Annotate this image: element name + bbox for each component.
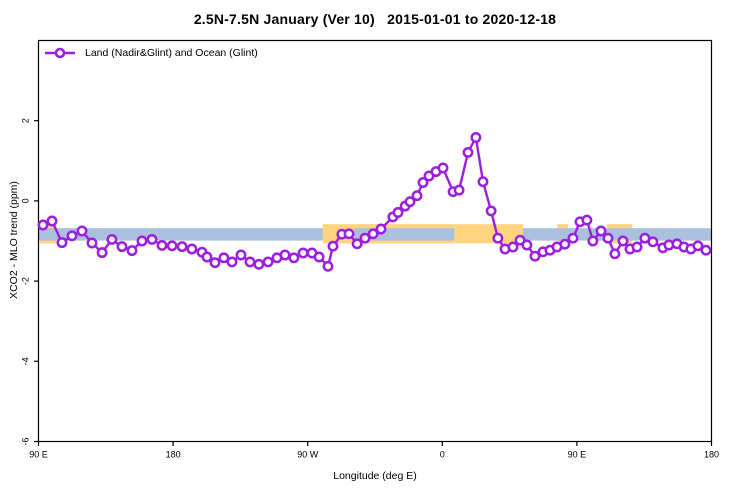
- data-point: [521, 239, 533, 251]
- data-point: [647, 236, 659, 248]
- data-point: [209, 257, 221, 269]
- data-point: [262, 256, 274, 268]
- x-tick-label: 90 E: [29, 450, 48, 460]
- data-point: [602, 232, 614, 244]
- data-point: [567, 232, 579, 244]
- data-point: [176, 241, 188, 253]
- data-point: [617, 235, 629, 247]
- data-point: [86, 237, 98, 249]
- x-tick-label: 180: [166, 450, 181, 460]
- data-point: [411, 190, 423, 202]
- data-point: [492, 232, 504, 244]
- data-point: [322, 260, 334, 272]
- data-point: [66, 230, 78, 242]
- data-point: [253, 258, 265, 270]
- data-point: [595, 225, 607, 237]
- data-point: [235, 249, 247, 261]
- data-point: [351, 238, 363, 250]
- data-point: [201, 251, 213, 263]
- legend-label: Land (Nadir&Glint) and Ocean (Glint): [85, 47, 258, 59]
- x-tick-label: 180: [704, 450, 719, 460]
- data-point: [343, 228, 355, 240]
- data-point: [166, 240, 178, 252]
- x-axis-label: Longitude (deg E): [333, 470, 417, 482]
- data-point: [404, 196, 416, 208]
- data-point: [56, 237, 68, 249]
- x-tick-label: 90 E: [568, 450, 587, 460]
- legend: Land (Nadir&Glint) and Ocean (Glint): [44, 47, 258, 59]
- data-line: [41, 136, 708, 268]
- data-point: [631, 241, 643, 253]
- data-point: [437, 162, 449, 174]
- data-point: [37, 219, 49, 231]
- data-point: [156, 239, 168, 251]
- data-point: [507, 241, 519, 253]
- data-point: [116, 241, 128, 253]
- data-point: [279, 249, 291, 261]
- data-point: [477, 176, 489, 188]
- data-point: [126, 245, 138, 257]
- y-tick-label: 0: [21, 198, 31, 203]
- data-point: [529, 250, 541, 262]
- data-point: [288, 252, 300, 264]
- data-point: [462, 146, 474, 158]
- y-tick-label: -4: [21, 357, 31, 365]
- data-point: [186, 243, 198, 255]
- data-point: [367, 228, 379, 240]
- data-point: [96, 247, 108, 259]
- data-point: [218, 252, 230, 264]
- data-point: [581, 214, 593, 226]
- x-tick-label: 90 W: [297, 450, 319, 460]
- data-point: [470, 132, 482, 143]
- plot-frame: [37, 39, 713, 443]
- data-point: [692, 240, 704, 252]
- data-point: [46, 215, 58, 227]
- data-point: [244, 256, 256, 268]
- data-point: [359, 232, 371, 244]
- data-point: [327, 240, 339, 252]
- data-point: [587, 235, 599, 247]
- data-point: [76, 225, 88, 237]
- data-point: [375, 223, 387, 235]
- data-point: [417, 177, 429, 188]
- data-point: [106, 233, 118, 245]
- y-tick-label: 2: [21, 118, 31, 123]
- legend-line-marker-icon: [45, 47, 75, 59]
- data-point: [392, 207, 404, 218]
- data-point: [146, 233, 158, 245]
- data-point: [313, 251, 325, 263]
- data-point: [226, 256, 238, 268]
- y-tick-label: -6: [21, 437, 31, 445]
- y-tick-label: -2: [21, 277, 31, 285]
- page-title: 2.5N-7.5N January (Ver 10) 2015-01-01 to…: [193, 11, 557, 27]
- yellow-band-segment: [454, 224, 524, 244]
- data-point: [136, 235, 148, 247]
- data-point: [559, 238, 571, 250]
- data-point: [485, 205, 497, 217]
- data-point: [609, 248, 621, 260]
- data-point: [700, 244, 712, 256]
- x-tick-label: 0: [440, 450, 445, 460]
- data-point: [453, 184, 465, 196]
- data-point: [297, 247, 309, 259]
